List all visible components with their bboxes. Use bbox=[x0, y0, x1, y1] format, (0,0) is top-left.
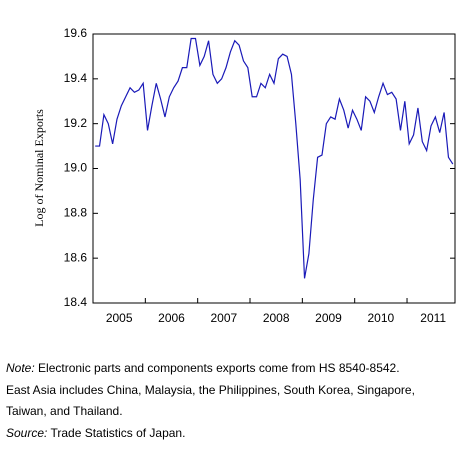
note-text: Taiwan, and Thailand. bbox=[6, 404, 123, 418]
x-tick-label: 2007 bbox=[210, 311, 237, 325]
source-label: Source: bbox=[6, 425, 48, 440]
x-tick-label: 2011 bbox=[420, 311, 446, 325]
y-tick-label: 19.6 bbox=[64, 26, 88, 40]
y-tick-label: 19.4 bbox=[64, 71, 88, 85]
y-tick-label: 18.4 bbox=[64, 295, 88, 309]
x-tick-label: 2005 bbox=[106, 311, 133, 325]
plot-frame bbox=[92, 33, 456, 304]
y-tick-label: 19.2 bbox=[64, 116, 88, 130]
x-tick-label: 2008 bbox=[263, 311, 290, 325]
note-label: Note: bbox=[6, 361, 35, 375]
source-line: Source: Trade Statistics of Japan. bbox=[6, 423, 415, 445]
y-axis-label: Log of Nominal Exports bbox=[32, 109, 46, 227]
data-line bbox=[95, 37, 454, 279]
y-tick-label: 18.8 bbox=[64, 206, 88, 220]
x-tick-label: 2006 bbox=[158, 311, 185, 325]
source-text: Trade Statistics of Japan. bbox=[50, 425, 186, 440]
chart: Log of Nominal Exports 18.4 18.6 18.8 19.0 1… bbox=[32, 26, 456, 325]
note-line: Note: Electronic parts and components ex… bbox=[6, 358, 415, 380]
y-tick-label: 18.6 bbox=[64, 250, 88, 264]
x-tick-label: 2009 bbox=[315, 311, 342, 325]
notes: Note: Electronic parts and components ex… bbox=[6, 358, 415, 444]
x-tick-label: 2010 bbox=[368, 311, 395, 325]
note-text: Electronic parts and components exports … bbox=[38, 361, 400, 375]
note-text: East Asia includes China, Malaysia, the … bbox=[6, 382, 415, 397]
y-tick-label: 19.0 bbox=[64, 161, 88, 175]
